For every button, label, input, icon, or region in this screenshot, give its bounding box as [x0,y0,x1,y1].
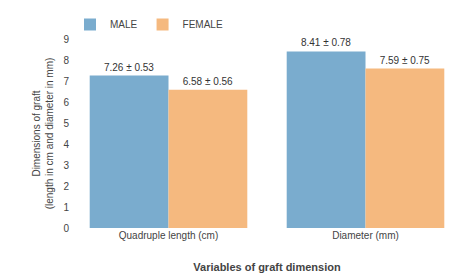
svg-text:MALE: MALE [110,19,138,30]
svg-text:Variables of graft dimension: Variables of graft dimension [193,261,341,273]
svg-text:Dimensions of graft(length in: Dimensions of graft(length in cm and dia… [31,58,55,210]
svg-text:8.41 ± 0.78: 8.41 ± 0.78 [301,37,351,48]
svg-text:7: 7 [63,76,69,87]
svg-text:FEMALE: FEMALE [183,19,223,30]
svg-text:4: 4 [63,139,69,150]
svg-text:0: 0 [63,223,69,234]
svg-text:7.26 ± 0.53: 7.26 ± 0.53 [104,62,154,73]
svg-text:8: 8 [63,55,69,66]
svg-text:7.59 ± 0.75: 7.59 ± 0.75 [380,55,430,66]
svg-text:Diameter (mm): Diameter (mm) [332,230,399,241]
svg-text:6: 6 [63,97,69,108]
svg-text:1: 1 [63,202,69,213]
svg-text:3: 3 [63,160,69,171]
svg-text:6.58 ± 0.56: 6.58 ± 0.56 [183,76,233,87]
svg-text:2: 2 [63,181,69,192]
svg-text:Quadruple length (cm): Quadruple length (cm) [119,230,219,241]
svg-text:9: 9 [63,34,69,45]
svg-text:5: 5 [63,118,69,129]
